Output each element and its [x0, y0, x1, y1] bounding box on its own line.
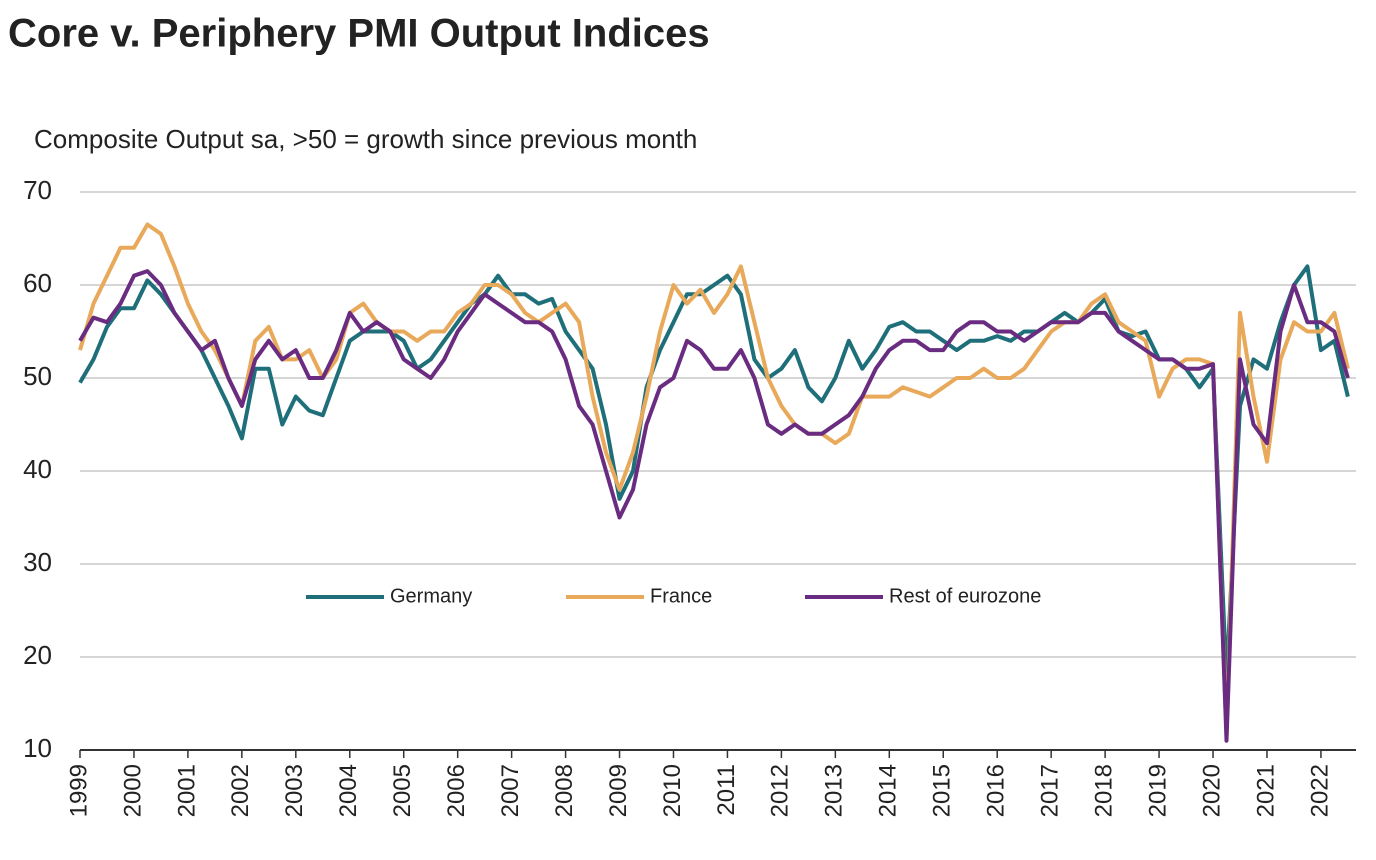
x-tick-label: 2007	[497, 764, 524, 817]
x-tick-label: 2013	[821, 764, 848, 817]
x-tick-label: 2022	[1306, 764, 1333, 817]
x-tick-label: 2017	[1037, 764, 1064, 817]
legend-label: Germany	[390, 585, 472, 607]
x-tick-label: 2001	[173, 764, 200, 817]
x-tick-label: 2003	[281, 764, 308, 817]
x-tick-label: 2011	[713, 764, 740, 816]
chart-subtitle: Composite Output sa, >50 = growth since …	[34, 124, 697, 154]
x-tick-label: 2020	[1198, 764, 1225, 817]
legend-label: Rest of eurozone	[889, 585, 1041, 607]
x-tick-label: 2019	[1144, 764, 1171, 817]
x-tick-label: 2010	[659, 764, 686, 817]
x-tick-label: 2000	[119, 764, 146, 817]
y-tick-label: 30	[23, 547, 52, 577]
y-tick-label: 60	[23, 268, 52, 298]
x-tick-label: 2006	[443, 764, 470, 817]
x-tick-label: 1999	[65, 764, 92, 817]
x-tick-label: 2012	[767, 764, 794, 817]
chart-title: Core v. Periphery PMI Output Indices	[8, 12, 710, 56]
y-tick-label: 70	[23, 175, 52, 205]
series-line	[78, 269, 1350, 743]
x-tick-label: 2005	[389, 764, 416, 817]
x-tick-label: 2002	[227, 764, 254, 817]
y-tick-label: 10	[23, 733, 52, 763]
y-tick-label: 20	[23, 640, 52, 670]
x-tick-label: 2008	[551, 764, 578, 817]
series-line	[78, 222, 1350, 738]
x-tick-label: 2021	[1252, 764, 1279, 817]
x-tick-label: 2018	[1090, 764, 1117, 817]
x-tick-label: 2015	[929, 764, 956, 817]
x-tick-label: 2009	[605, 764, 632, 817]
x-tick-label: 2014	[875, 764, 902, 817]
x-tick-label: 2004	[335, 764, 362, 817]
y-tick-label: 50	[23, 361, 52, 391]
y-tick-label: 40	[23, 454, 52, 484]
x-tick-label: 2016	[983, 764, 1010, 817]
legend-label: France	[650, 585, 712, 607]
